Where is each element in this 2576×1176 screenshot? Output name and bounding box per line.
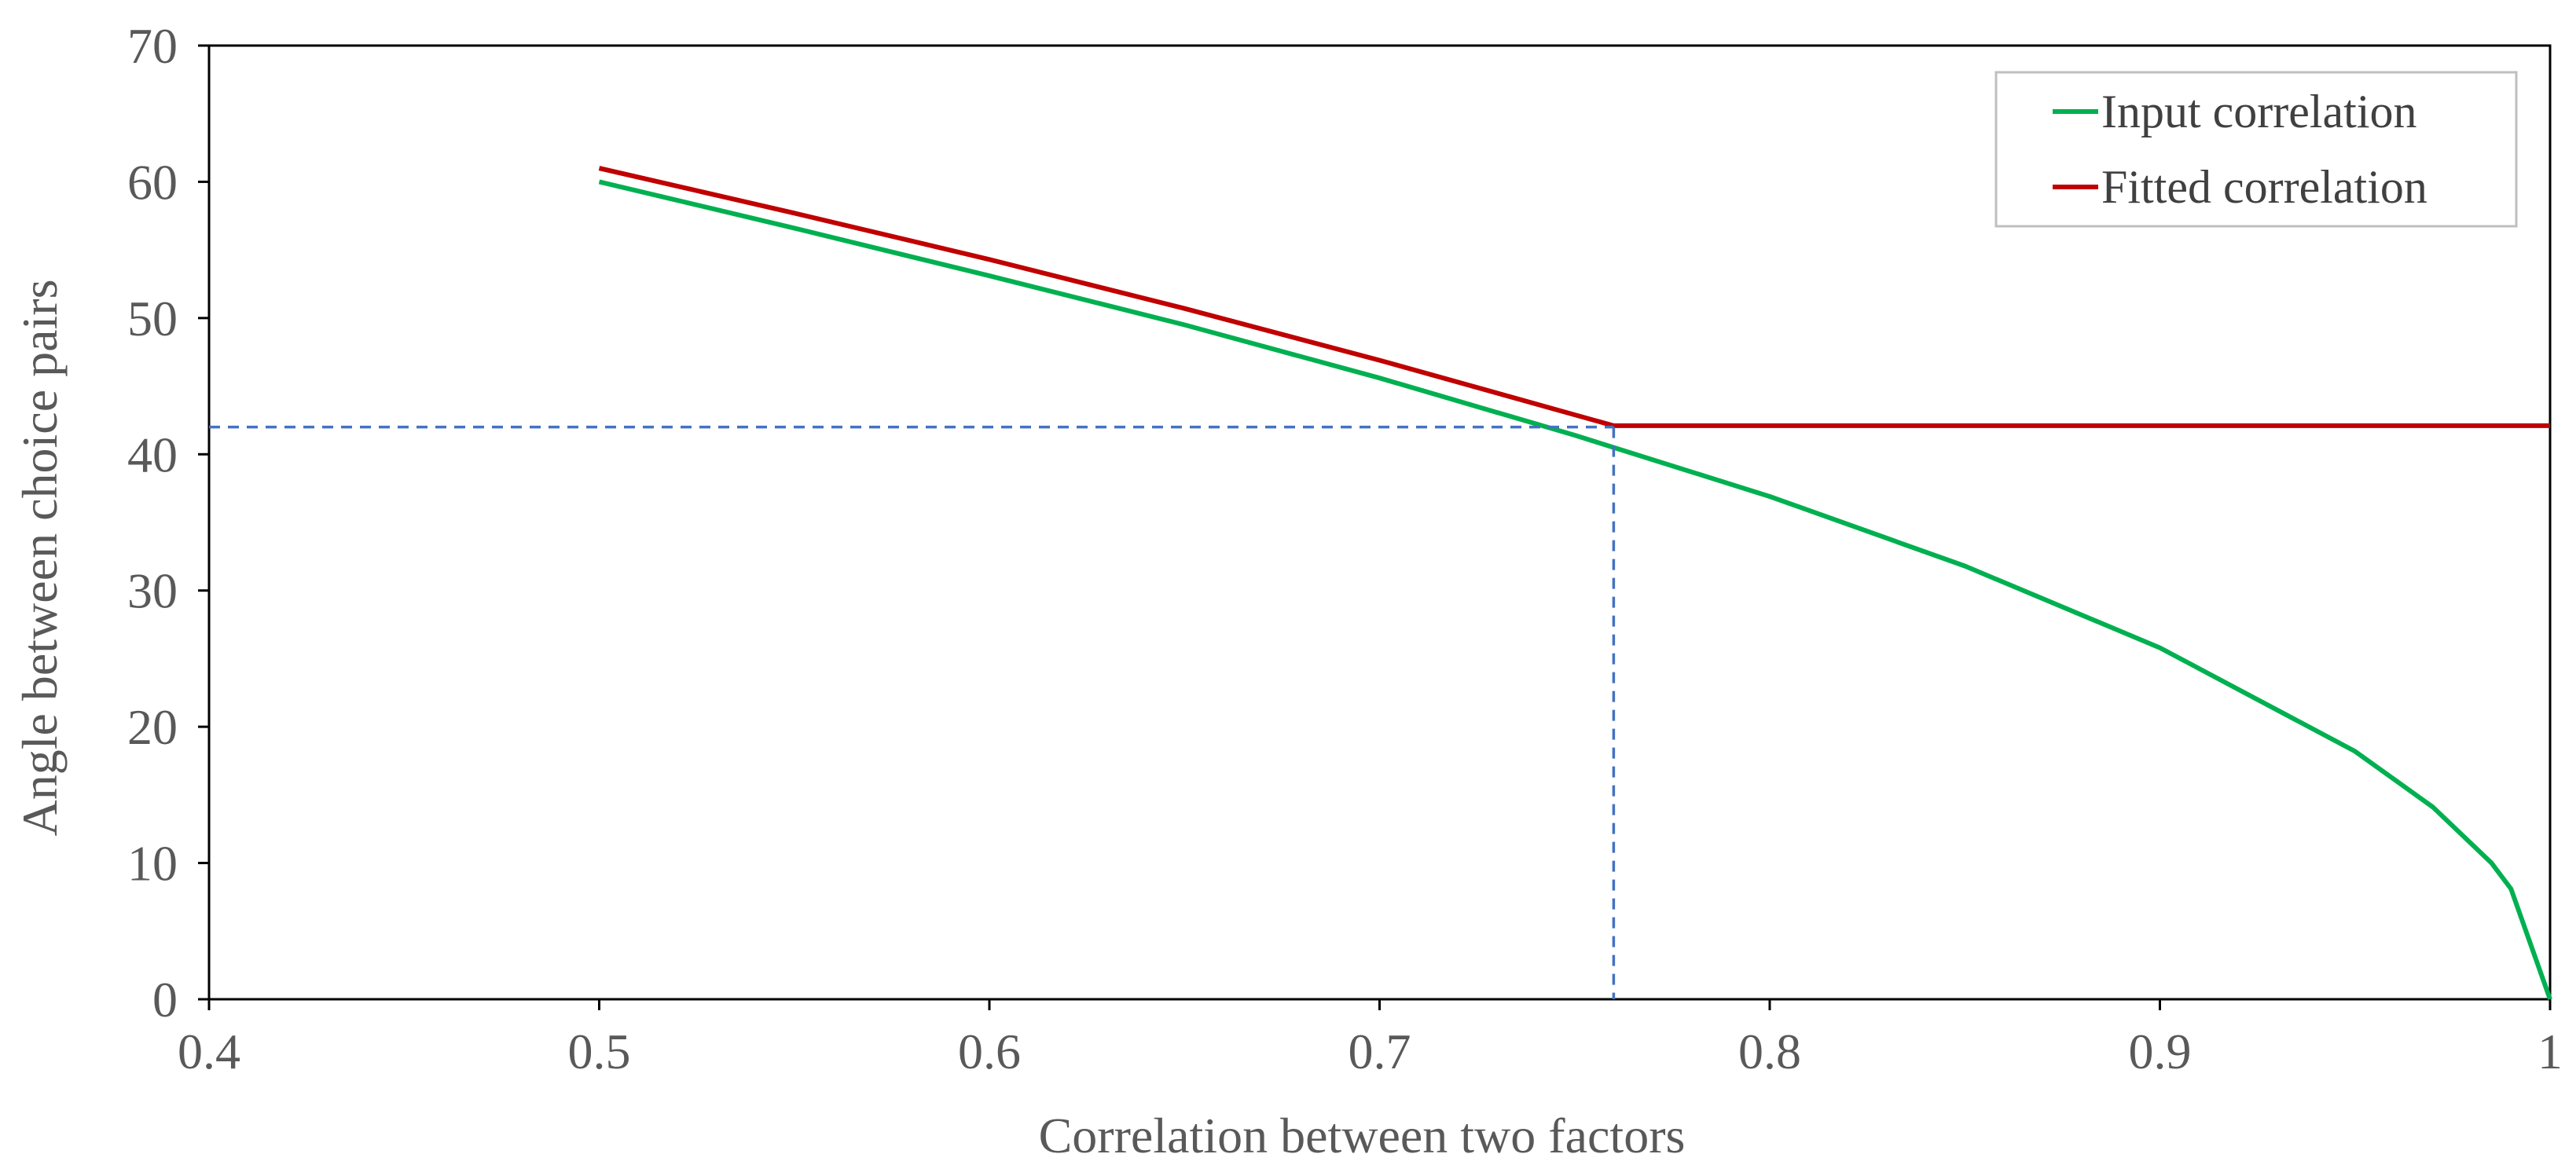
y-tick-label: 0 (152, 972, 178, 1028)
x-tick-label: 0.6 (958, 1024, 1021, 1079)
y-tick-label: 10 (127, 836, 178, 892)
series-line-fitted-correlation (598, 166, 2550, 428)
x-tick-label: 0.9 (2129, 1024, 2192, 1079)
y-tick-label: 20 (127, 699, 178, 755)
legend-label: Input correlation (2101, 86, 2417, 137)
series-layer (209, 166, 2552, 1001)
legend: Input correlation Fitted correlation (1994, 71, 2518, 228)
y-tick-label: 30 (127, 563, 178, 619)
y-tick-label: 50 (127, 291, 178, 346)
y-tick-label: 40 (127, 427, 178, 482)
x-tick-label: 0.7 (1349, 1024, 1411, 1079)
series-line-input-correlation (598, 179, 2552, 1001)
y-tick-label: 60 (127, 154, 178, 210)
y-tick-label: 70 (127, 18, 178, 74)
x-tick-label: 0.8 (1738, 1024, 1801, 1079)
x-tick-label: 1 (2537, 1024, 2563, 1079)
x-tick-label: 0.4 (178, 1024, 240, 1079)
legend-label: Fitted correlation (2101, 161, 2427, 213)
x-axis-title: Correlation between two factors (1039, 1108, 1686, 1163)
y-axis-title: Angle between choice pairs (12, 279, 68, 836)
x-tick-label: 0.5 (568, 1024, 631, 1079)
legend-box (1994, 71, 2518, 228)
